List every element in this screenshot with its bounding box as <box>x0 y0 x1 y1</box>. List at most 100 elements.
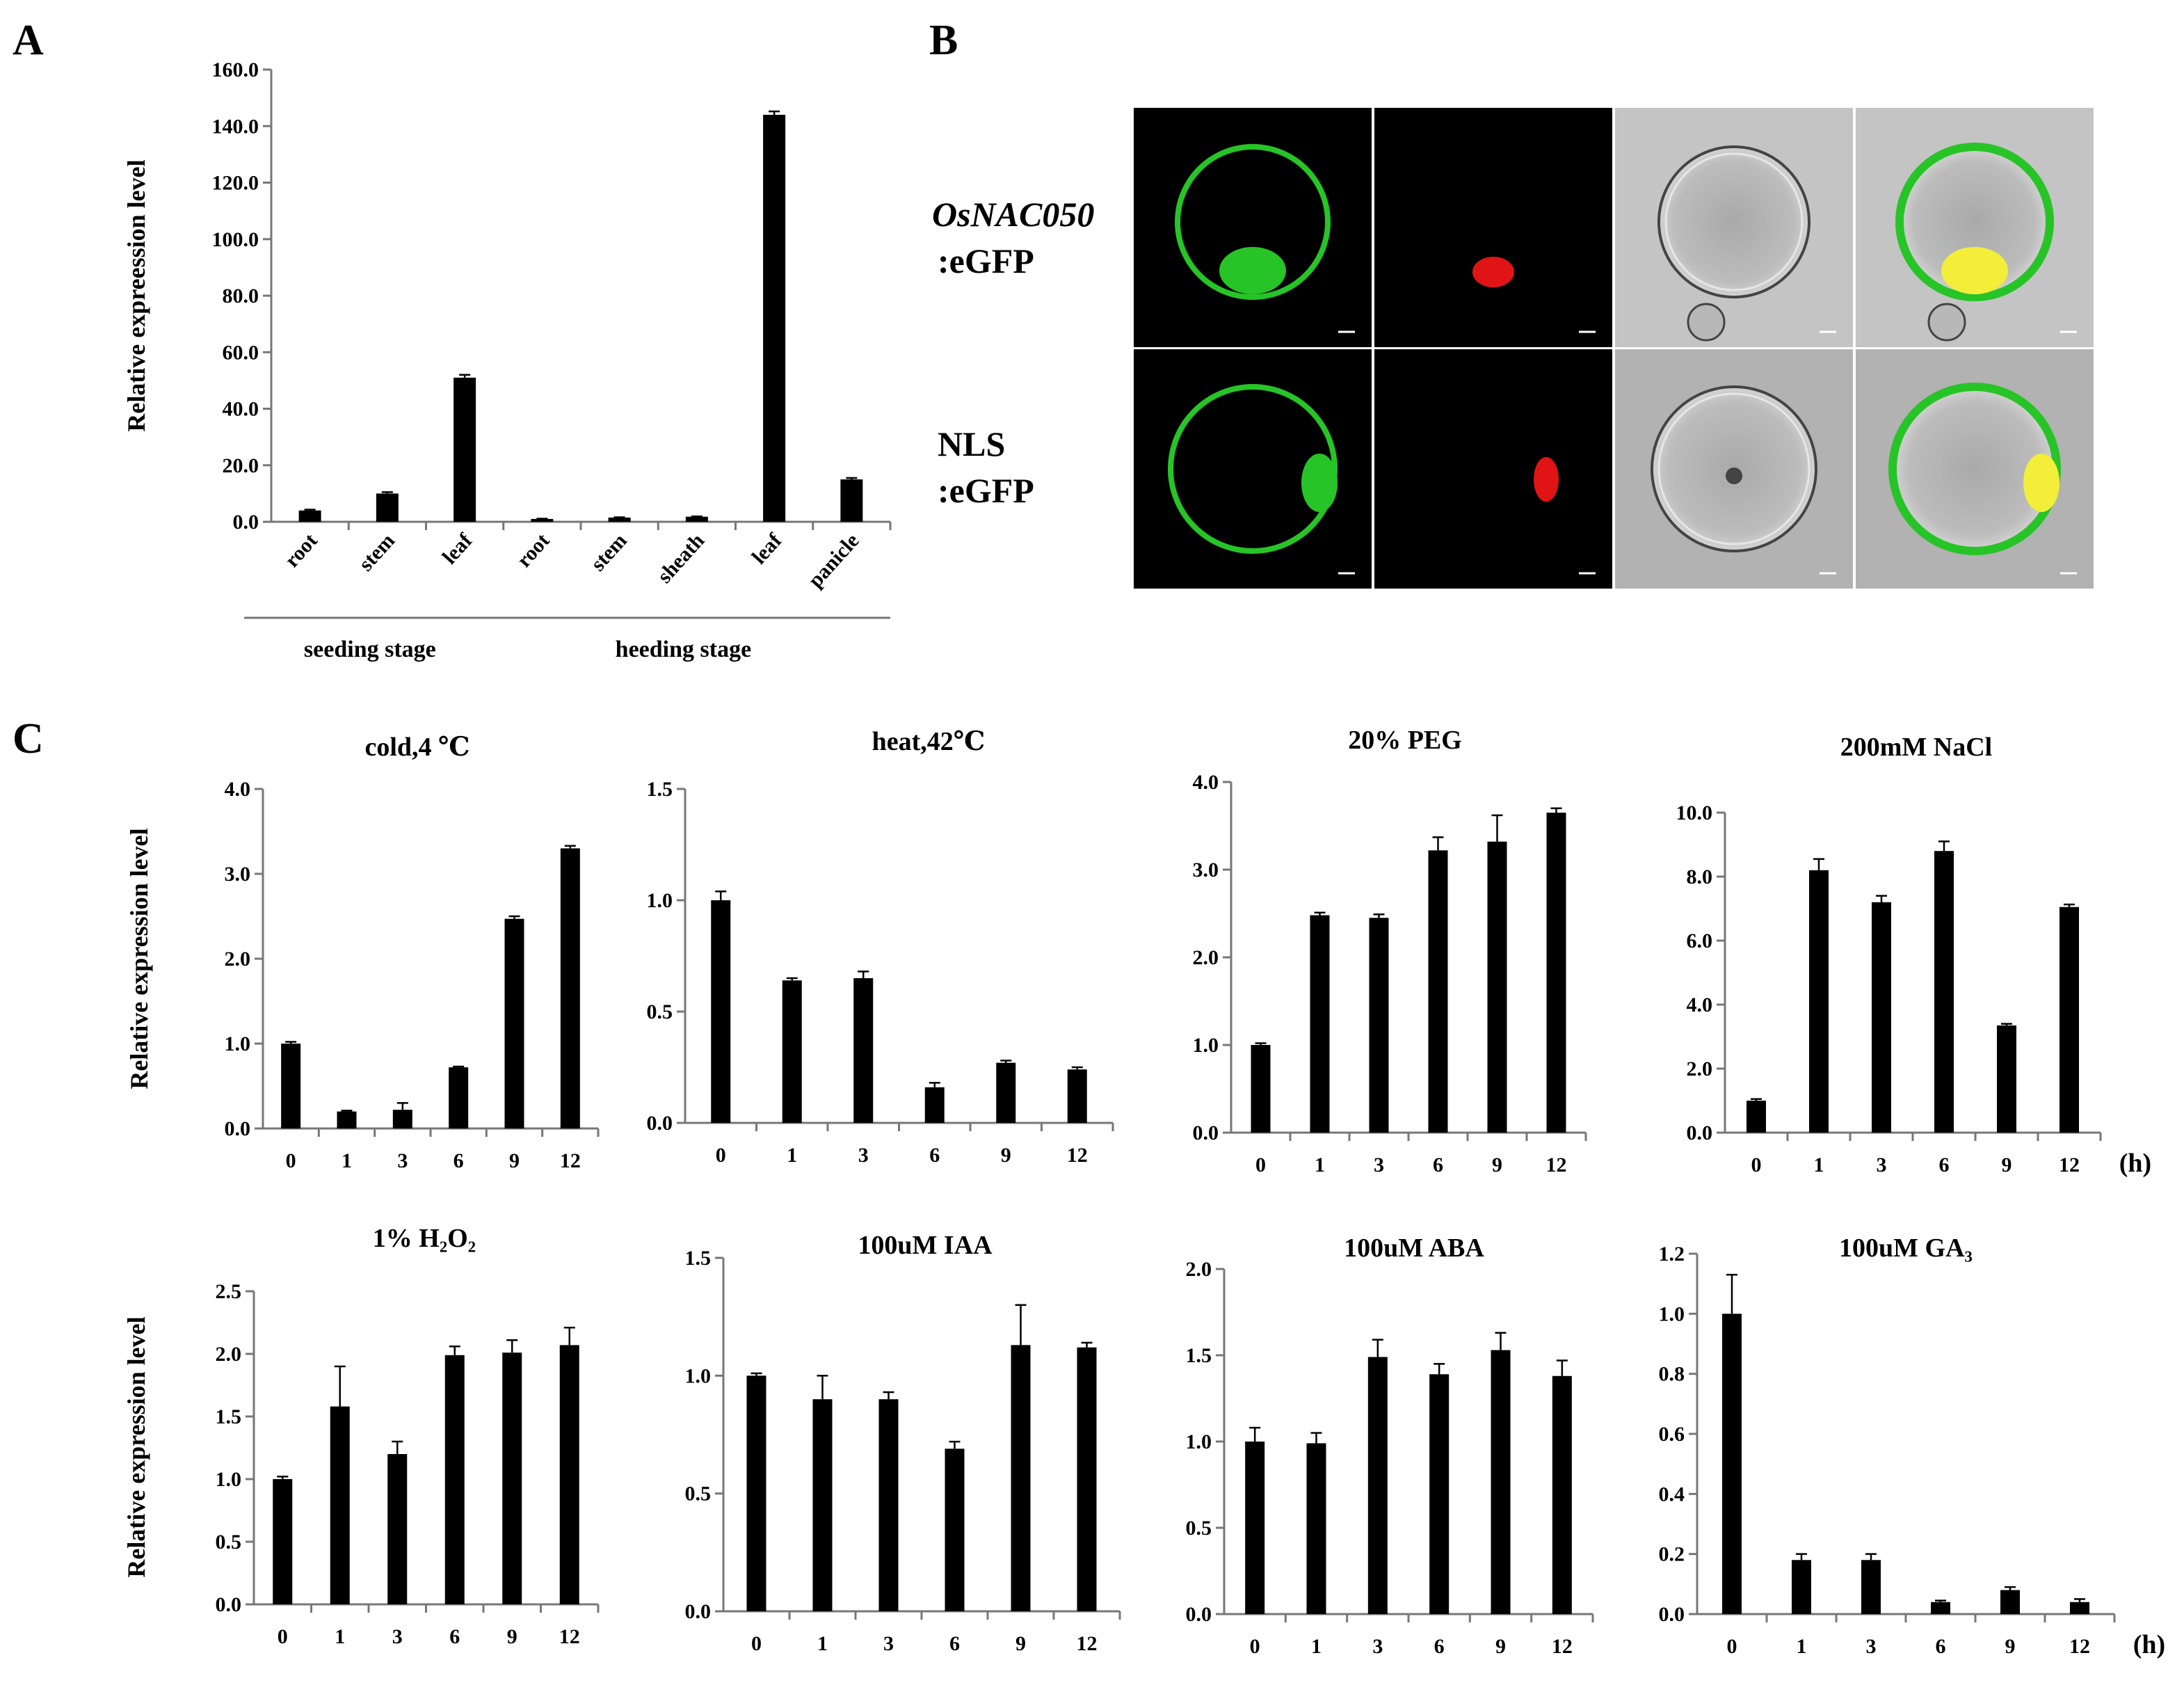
bar <box>1722 1314 1742 1614</box>
category-label: 3 <box>1866 1635 1877 1658</box>
category-label: 6 <box>453 1149 464 1172</box>
y-tick-label: 1.0 <box>216 1468 242 1491</box>
x-axis-label: (h) <box>2133 1630 2165 1659</box>
y-tick-label: 1.0 <box>1186 1430 1212 1453</box>
y-tick-label: 0.0 <box>1193 1122 1219 1144</box>
bar <box>1792 1560 1811 1614</box>
category-label: 1 <box>1814 1154 1824 1176</box>
y-tick-label: 0.0 <box>1687 1122 1713 1144</box>
category-label: 9 <box>2002 1154 2012 1176</box>
group-label: seeding stage <box>304 637 436 662</box>
y-tick-label: 0.5 <box>216 1531 242 1554</box>
bar <box>1997 1025 2016 1133</box>
bar <box>330 1406 350 1604</box>
category-label: 0 <box>716 1144 726 1167</box>
category-label: 9 <box>509 1149 520 1172</box>
category-label: 12 <box>559 1625 580 1648</box>
bar <box>298 510 321 522</box>
bar <box>453 377 476 522</box>
y-tick-label: 0.5 <box>1186 1517 1212 1540</box>
category-label: 6 <box>929 1144 940 1167</box>
bar <box>444 1355 465 1604</box>
micrograph-merged-row1 <box>1856 108 2094 347</box>
bar <box>2070 1602 2089 1614</box>
y-tick-label: 1.0 <box>1193 1034 1219 1057</box>
category-label: 0 <box>1255 1154 1266 1176</box>
bar <box>504 918 524 1128</box>
bar <box>1310 915 1330 1133</box>
y-tick-label: 0.0 <box>647 1112 673 1135</box>
y-tick-label: 1.5 <box>685 1247 712 1270</box>
category-label: 0 <box>1751 1154 1762 1176</box>
category-label: 6 <box>1939 1154 1950 1176</box>
chart-title: heat,42℃ <box>872 727 986 756</box>
y-tick-label: 1.5 <box>216 1405 242 1428</box>
y-tick-label: 1.5 <box>647 778 673 801</box>
chart-c6: 0.0 0.5 1.0 1.5 0 1 3 6 9 12 100uM IAA <box>685 1231 1121 1655</box>
bar <box>1367 1357 1388 1614</box>
y-tick-label: 1.0 <box>225 1032 251 1055</box>
chart-title: 200mM NaCl <box>1840 733 1992 762</box>
bar <box>2059 907 2079 1133</box>
category-label: 0 <box>751 1632 762 1655</box>
y-tick-label: 160.0 <box>212 58 259 81</box>
y-tick-label: 0.4 <box>1659 1483 1685 1506</box>
bar <box>1067 1069 1087 1123</box>
micrograph-rfp-row2 <box>1374 349 1612 589</box>
bar <box>685 516 708 522</box>
bar <box>878 1399 899 1611</box>
y-tick-label: 0.6 <box>1659 1423 1685 1446</box>
category-label: 9 <box>1015 1632 1026 1655</box>
bar <box>376 493 399 522</box>
category-label: panicle <box>804 529 864 592</box>
chart-c5: 0.0 0.5 1.0 1.5 2.0 2.5 0 1 3 6 9 12 1% H₂O₂ Relative… <box>122 1224 600 1648</box>
y-tick-label: 3.0 <box>225 863 251 886</box>
micrograph-gfp-row2 <box>1134 349 1372 589</box>
category-label: 0 <box>1250 1635 1260 1658</box>
y-tick-label: 0.0 <box>216 1593 242 1616</box>
category-label: 12 <box>2069 1635 2090 1658</box>
category-label: 1 <box>335 1625 345 1648</box>
chart-c3: 0.0 1.0 2.0 3.0 4.0 0 1 3 6 9 12 20% PEG <box>1193 726 1587 1176</box>
category-label: 12 <box>2059 1154 2080 1176</box>
category-label: 6 <box>1433 1154 1443 1176</box>
bar <box>996 1062 1016 1123</box>
bar <box>1861 1560 1881 1614</box>
category-label: stem <box>586 529 632 576</box>
category-label: root <box>280 529 322 572</box>
bar <box>1245 1442 1265 1614</box>
bar <box>711 900 731 1123</box>
category-label: 6 <box>449 1625 460 1648</box>
category-label: leaf <box>438 529 477 568</box>
bar <box>1747 1101 1766 1133</box>
chart-c4: 0.0 2.0 4.0 6.0 8.0 10.0 0 1 3 6 9 12 200mM NaCl (h) <box>1676 733 2152 1178</box>
category-label: 9 <box>507 1625 517 1648</box>
chart-c7: 0.0 0.5 1.0 1.5 2.0 0 1 3 6 9 12 100uM ABA <box>1186 1234 1594 1658</box>
bar <box>1552 1375 1572 1614</box>
y-tick-label: 0.0 <box>685 1600 712 1623</box>
y-tick-label: 0.8 <box>1659 1363 1685 1386</box>
bar <box>945 1448 965 1611</box>
y-tick-label: 0.0 <box>1659 1603 1685 1626</box>
y-axis-label: Relative expression level <box>125 828 153 1089</box>
category-label: 12 <box>560 1149 581 1172</box>
category-label: 12 <box>1077 1632 1098 1655</box>
bar <box>608 517 631 522</box>
category-label: 0 <box>278 1625 288 1648</box>
micrograph-merged-row2 <box>1856 349 2094 589</box>
bar <box>531 518 554 522</box>
y-tick-label: 4.0 <box>1193 771 1219 794</box>
category-label: 1 <box>1315 1154 1325 1176</box>
category-label: 6 <box>949 1632 960 1655</box>
group-label: heeding stage <box>616 637 752 662</box>
y-tick-label: 0.5 <box>685 1483 712 1506</box>
chart-c2: 0.0 0.5 1.0 1.5 0 1 3 6 9 12 heat,42℃ <box>647 727 1114 1167</box>
y-tick-label: 1.0 <box>647 889 673 912</box>
y-tick-label: 4.0 <box>225 778 251 801</box>
charts: 0.020.040.060.080.0100.0120.0140.0160.0r… <box>122 58 2165 1659</box>
y-tick-label: 0.0 <box>225 1117 251 1140</box>
row-label-osnac050-egfp: :eGFP <box>938 241 1034 280</box>
y-tick-label: 0.2 <box>1659 1543 1685 1566</box>
category-label: stem <box>354 529 399 576</box>
y-tick-label: 80.0 <box>223 285 259 308</box>
